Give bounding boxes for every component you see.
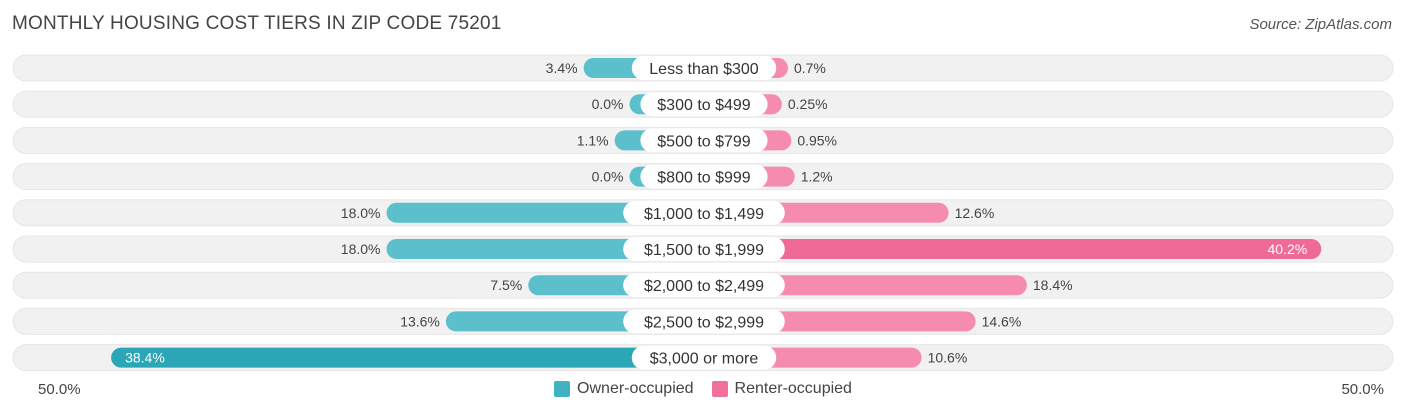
category-pill bbox=[623, 309, 785, 334]
owner-value-label: 1.1% bbox=[577, 132, 609, 148]
category-label: $3,000 or more bbox=[650, 351, 759, 368]
category-label: Less than $300 bbox=[649, 61, 759, 78]
axis-right-label: 50.0% bbox=[1341, 381, 1384, 398]
legend-label-renter: Renter-occupied bbox=[734, 380, 852, 397]
owner-value-label: 7.5% bbox=[490, 277, 522, 293]
legend-swatch-renter bbox=[711, 381, 728, 397]
category-label: $300 to $499 bbox=[657, 97, 751, 114]
renter-value-label: 0.95% bbox=[797, 132, 837, 148]
category-label: $1,000 to $1,499 bbox=[644, 206, 764, 223]
legend-swatch-owner bbox=[554, 381, 571, 397]
legend-item-owner[interactable]: Owner-occupied bbox=[554, 380, 694, 398]
owner-value-label: 0.0% bbox=[592, 169, 624, 185]
category-pill bbox=[623, 273, 785, 298]
category-pill bbox=[640, 164, 768, 189]
legend-item-renter[interactable]: Renter-occupied bbox=[711, 380, 852, 398]
owner-bar bbox=[111, 347, 705, 368]
category-pill bbox=[631, 56, 777, 80]
renter-value-label: 12.6% bbox=[955, 205, 995, 221]
renter-bar bbox=[704, 239, 1322, 259]
chart-canvas: Less than $300 3.4% 0.7% $300 to $499 0.0% 0.… bbox=[12, 54, 1394, 372]
owner-value-label: 18.0% bbox=[341, 205, 381, 221]
category-label: $800 to $999 bbox=[657, 170, 751, 187]
owner-value-label: 0.0% bbox=[592, 96, 624, 112]
renter-value-label: 0.7% bbox=[794, 60, 826, 76]
owner-value-label: 38.4% bbox=[125, 350, 165, 366]
category-pill bbox=[640, 128, 768, 153]
renter-value-label: 1.2% bbox=[801, 169, 833, 185]
category-pill bbox=[623, 237, 785, 261]
renter-value-label: 10.6% bbox=[928, 350, 968, 366]
renter-value-label: 18.4% bbox=[1033, 277, 1073, 293]
renter-value-label: 0.25% bbox=[788, 96, 828, 112]
legend-label-owner: Owner-occupied bbox=[577, 380, 694, 397]
owner-value-label: 13.6% bbox=[400, 313, 440, 329]
legend: Owner-occupied Renter-occupied bbox=[0, 380, 1406, 398]
category-pill bbox=[631, 345, 777, 370]
category-label: $2,500 to $2,999 bbox=[644, 314, 764, 331]
owner-value-label: 18.0% bbox=[341, 241, 381, 257]
chart-title: MONTHLY HOUSING COST TIERS IN ZIP CODE 7… bbox=[12, 13, 502, 34]
source-note: Source: ZipAtlas.com bbox=[1249, 16, 1392, 33]
category-label: $2,000 to $2,499 bbox=[644, 278, 764, 295]
owner-value-label: 3.4% bbox=[546, 60, 578, 76]
axis-left-label: 50.0% bbox=[38, 381, 81, 398]
category-pill bbox=[623, 200, 785, 225]
category-label: $1,500 to $1,999 bbox=[644, 242, 764, 259]
renter-value-label: 40.2% bbox=[1267, 241, 1307, 257]
renter-bar bbox=[704, 275, 1027, 296]
category-label: $500 to $799 bbox=[657, 133, 751, 150]
category-pill bbox=[640, 92, 768, 117]
renter-value-label: 14.6% bbox=[982, 313, 1022, 329]
